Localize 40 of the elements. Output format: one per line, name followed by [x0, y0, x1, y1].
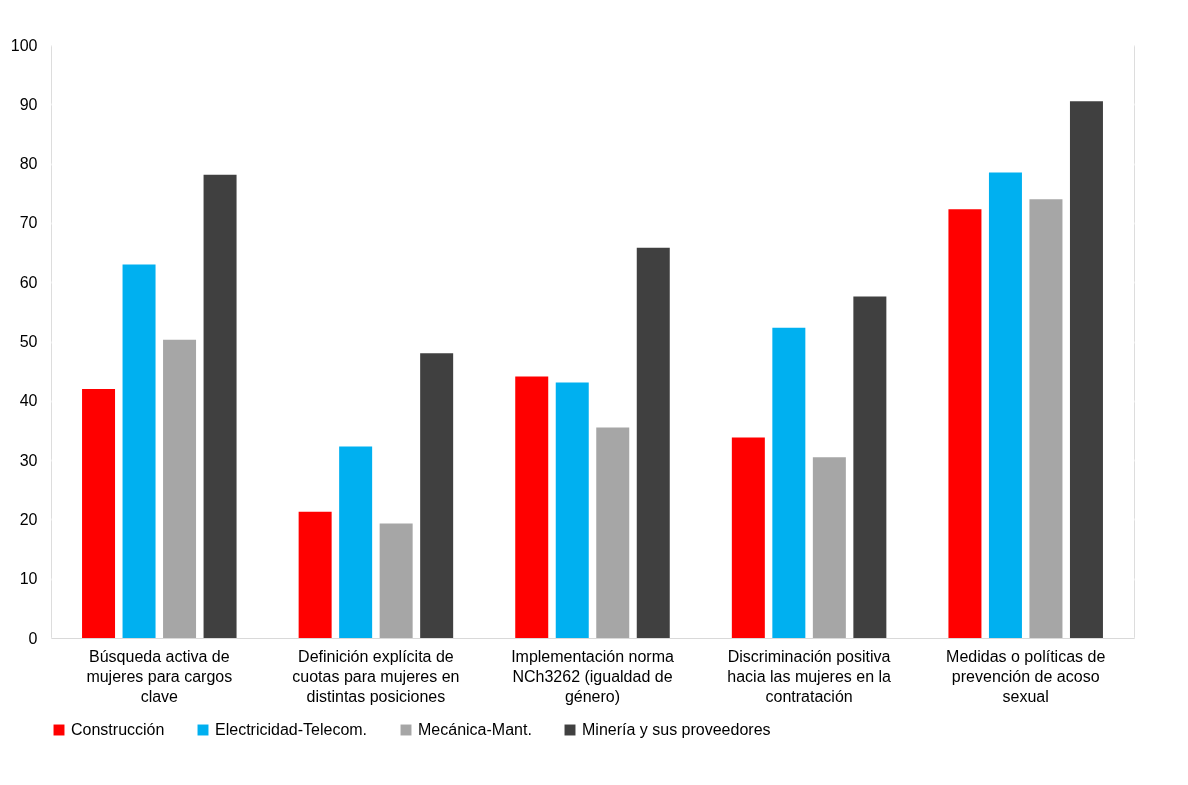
- bar: [1069, 101, 1103, 638]
- y-tick-label: 0: [28, 629, 38, 647]
- y-tick-label: 90: [19, 95, 38, 113]
- y-tick-label: 40: [19, 392, 38, 410]
- bar: [596, 427, 630, 638]
- bar: [339, 446, 373, 638]
- y-tick-label: 60: [19, 273, 38, 291]
- legend-label: Mecánica-Mant.: [418, 721, 532, 738]
- bar: [555, 382, 589, 638]
- bar: [298, 511, 332, 638]
- y-tick-label: 80: [19, 155, 38, 173]
- bar: [731, 437, 765, 638]
- x-tick-label: Definición explícita de cuotas para mujeres en distintas posiciones: [292, 647, 460, 705]
- x-tick-label: Discriminación positiva hacia las mujeres en la contratación: [727, 647, 892, 705]
- bar: [379, 523, 413, 638]
- x-tick-label: Medidas o políticas de prevención de acoso sexual: [946, 647, 1106, 705]
- y-tick-label: 70: [19, 214, 38, 232]
- bar: [812, 457, 846, 638]
- bar: [420, 353, 454, 638]
- bar: [636, 247, 670, 638]
- bar: [853, 296, 887, 638]
- y-tick-label: 10: [19, 570, 38, 588]
- bar: [122, 264, 156, 638]
- bar: [163, 339, 197, 638]
- bar: [772, 327, 806, 638]
- y-tick-label: 100: [10, 36, 38, 54]
- bar: [82, 388, 116, 638]
- legend-label: Minería y sus proveedores: [582, 721, 771, 738]
- y-tick-label: 50: [19, 333, 38, 350]
- x-tick-label: Implementación norma NCh3262 (igualdad de género): [511, 647, 674, 705]
- bar: [203, 174, 237, 638]
- bar: [948, 209, 982, 638]
- y-tick-label: 30: [19, 451, 38, 469]
- legend-label: Construcción: [71, 721, 165, 738]
- bar: [1029, 199, 1063, 638]
- legend-label: Electricidad-Telecom.: [215, 721, 368, 738]
- y-tick-label: 20: [19, 510, 38, 528]
- x-tick-label: Búsqueda activa de mujeres para cargos clave: [86, 647, 233, 705]
- bar: [988, 172, 1022, 638]
- bar: [515, 376, 549, 638]
